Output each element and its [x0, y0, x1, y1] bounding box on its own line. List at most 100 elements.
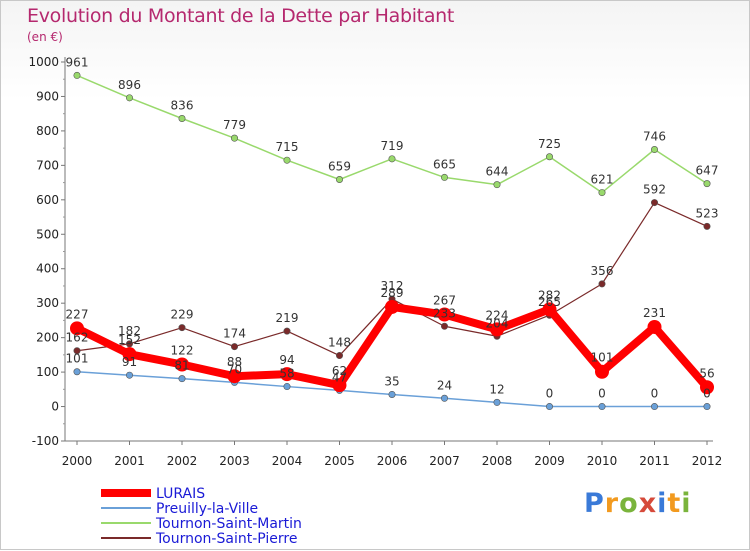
value-label-tournon-saint-pierre: 182 — [118, 324, 141, 338]
y-tick-label: 900 — [36, 89, 59, 103]
point-tournon-saint-pierre — [126, 340, 134, 348]
value-label-tournon-saint-pierre: 219 — [276, 311, 299, 325]
value-label-preuilly-la-ville: 12 — [489, 382, 504, 396]
value-label-tournon-saint-martin: 659 — [328, 159, 351, 173]
point-tournon-saint-martin — [598, 189, 606, 197]
value-label-lurais: 231 — [643, 306, 666, 320]
value-label-tournon-saint-martin: 621 — [591, 173, 614, 187]
point-lurais — [595, 364, 609, 379]
x-tick-label: 2004 — [272, 454, 303, 468]
value-label-tournon-saint-martin: 779 — [223, 118, 246, 132]
value-label-tournon-saint-pierre: 265 — [538, 295, 561, 309]
point-tournon-saint-pierre — [283, 327, 291, 335]
value-label-preuilly-la-ville: 0 — [598, 387, 606, 401]
x-tick-label: 2005 — [324, 454, 355, 468]
value-label-tournon-saint-pierre: 148 — [328, 336, 351, 350]
value-label-preuilly-la-ville: 0 — [546, 387, 554, 401]
value-label-tournon-saint-martin: 665 — [433, 157, 456, 171]
point-preuilly-la-ville — [178, 375, 186, 383]
point-lurais — [332, 378, 347, 393]
x-tick-label: 2000 — [62, 454, 93, 468]
value-label-preuilly-la-ville: 47 — [332, 370, 347, 384]
logo-letter: t — [667, 488, 682, 519]
value-label-tournon-saint-martin: 715 — [276, 140, 299, 154]
point-tournon-saint-pierre — [703, 222, 711, 230]
point-preuilly-la-ville — [650, 403, 658, 411]
value-label-tournon-saint-martin: 719 — [381, 139, 404, 153]
point-lurais — [700, 380, 714, 395]
logo-letter: x — [638, 488, 658, 519]
logo-letter: r — [604, 488, 620, 519]
point-lurais — [437, 307, 452, 322]
point-tournon-saint-martin — [73, 71, 81, 79]
point-tournon-saint-martin — [703, 180, 711, 188]
point-lurais — [175, 357, 189, 372]
point-tournon-saint-martin — [545, 153, 553, 161]
x-tick-label: 2007 — [429, 454, 460, 468]
value-label-tournon-saint-pierre: 233 — [433, 306, 456, 320]
value-label-tournon-saint-pierre: 592 — [643, 183, 666, 197]
chart-subtitle: (en €) — [27, 30, 63, 44]
y-tick-label: 800 — [36, 124, 59, 138]
value-label-lurais: 122 — [171, 344, 194, 358]
value-label-tournon-saint-pierre: 174 — [223, 327, 246, 341]
logo-letter: i — [681, 488, 692, 519]
value-label-tournon-saint-martin: 961 — [66, 55, 89, 69]
x-tick-label: 2011 — [639, 454, 670, 468]
y-tick-label: 1000 — [28, 55, 59, 69]
value-label-tournon-saint-pierre: 162 — [66, 331, 89, 345]
value-label-preuilly-la-ville: 35 — [384, 374, 399, 388]
value-label-tournon-saint-martin: 647 — [696, 164, 719, 178]
y-tick-label: 500 — [36, 227, 59, 241]
value-label-lurais: 227 — [66, 307, 89, 321]
logo-letter: P — [584, 488, 605, 519]
value-label-lurais: 88 — [227, 355, 242, 369]
point-lurais — [385, 299, 399, 314]
point-preuilly-la-ville — [440, 394, 448, 402]
x-tick-label: 2008 — [482, 454, 513, 468]
y-tick-label: 300 — [36, 296, 59, 310]
value-label-preuilly-la-ville: 81 — [174, 359, 189, 373]
value-label-tournon-saint-pierre: 356 — [591, 264, 614, 278]
value-label-preuilly-la-ville: 24 — [437, 378, 452, 392]
point-lurais — [490, 322, 504, 337]
x-tick-label: 2002 — [167, 454, 198, 468]
value-label-preuilly-la-ville: 101 — [66, 352, 89, 366]
value-label-preuilly-la-ville: 70 — [227, 362, 242, 376]
point-tournon-saint-martin — [126, 94, 134, 102]
point-lurais — [542, 302, 557, 317]
legend-label-tournon-saint-pierre: Tournon-Saint-Pierre — [155, 531, 297, 547]
point-tournon-saint-pierre — [178, 324, 186, 332]
point-preuilly-la-ville — [126, 371, 134, 379]
value-label-lurais: 94 — [279, 353, 294, 367]
value-label-lurais: 62 — [332, 364, 347, 378]
legend-label-lurais: LURAIS — [156, 486, 205, 502]
x-tick-label: 2010 — [587, 454, 618, 468]
value-label-lurais: 152 — [118, 333, 141, 347]
point-tournon-saint-martin — [335, 175, 343, 183]
point-preuilly-la-ville — [493, 398, 501, 406]
x-tick-label: 2001 — [114, 454, 145, 468]
value-label-lurais: 224 — [486, 308, 509, 322]
y-tick-label: 0 — [51, 400, 59, 414]
value-label-tournon-saint-martin: 836 — [171, 99, 194, 113]
point-preuilly-la-ville — [545, 403, 553, 411]
point-tournon-saint-martin — [283, 156, 291, 164]
y-tick-label: 200 — [36, 331, 59, 345]
value-label-tournon-saint-pierre: 229 — [171, 308, 194, 322]
point-tournon-saint-pierre — [231, 343, 239, 351]
point-tournon-saint-pierre — [440, 322, 448, 330]
point-tournon-saint-martin — [231, 134, 239, 142]
series-layer — [70, 71, 714, 411]
value-label-tournon-saint-martin: 644 — [486, 165, 509, 179]
legend-label-preuilly-la-ville: Preuilly-la-Ville — [156, 501, 258, 517]
point-lurais — [70, 321, 84, 336]
value-label-tournon-saint-martin: 725 — [538, 137, 561, 151]
point-tournon-saint-pierre — [335, 352, 343, 360]
value-label-tournon-saint-pierre: 523 — [696, 206, 719, 220]
value-label-tournon-saint-martin: 896 — [118, 78, 141, 92]
value-label-lurais: 267 — [433, 294, 456, 308]
legend: LURAISPreuilly-la-VilleTournon-Saint-Mar… — [101, 486, 302, 547]
